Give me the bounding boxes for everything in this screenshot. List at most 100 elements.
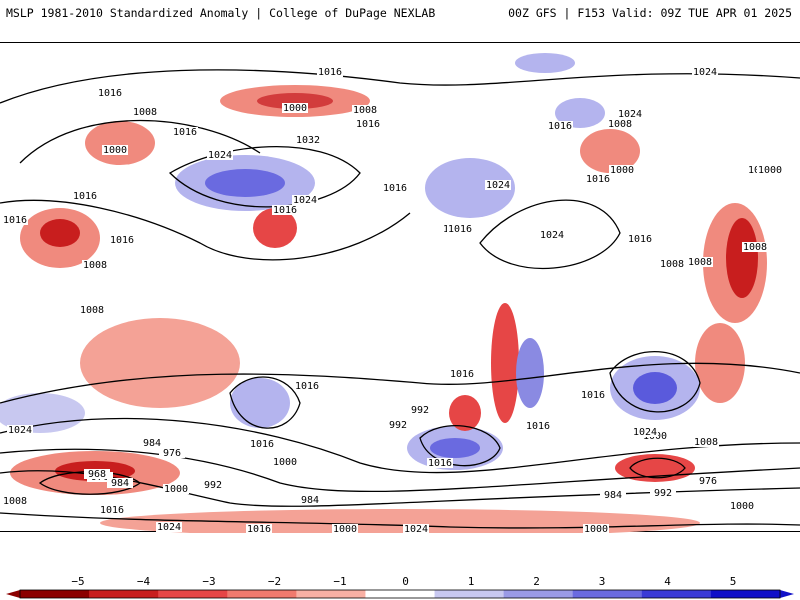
isobar <box>0 417 800 474</box>
isobar-label: 1016 <box>356 119 380 130</box>
isobar-label: 1008 <box>83 260 107 271</box>
anomaly-region <box>205 169 285 197</box>
isobar-label-bg <box>139 438 165 448</box>
isobar-label: 1008 <box>743 242 767 253</box>
isobar-label: 1000 <box>584 524 608 533</box>
anomaly-region <box>85 121 155 165</box>
isobar-label: 1016 <box>586 174 610 185</box>
isobar-label: 1016 <box>100 505 124 516</box>
colorbar-tick-label: −4 <box>137 575 151 588</box>
isobar-label-bg <box>107 478 133 488</box>
colorbar-tick-label: −3 <box>202 575 215 588</box>
isobar-label: 1000 <box>164 484 188 495</box>
isobar-label-bg <box>272 205 298 215</box>
isobar <box>0 448 800 493</box>
isobar-label-bg <box>2 215 28 225</box>
colorbar-band <box>365 590 436 598</box>
isobar-label: 1016 <box>73 191 97 202</box>
colorbar-tick-label: 3 <box>599 575 606 588</box>
isobar-label-bg <box>132 107 158 117</box>
isobar-label: 1024 <box>633 427 657 438</box>
isobar-label-bg <box>2 496 28 506</box>
isobar-label-bg <box>427 458 453 468</box>
anomaly-region <box>516 338 544 408</box>
anomaly-region <box>726 218 758 298</box>
isobar-label-bg <box>729 501 755 511</box>
isobar-label: 1024 <box>693 67 717 78</box>
isobar-label-bg <box>317 67 343 77</box>
isobar-label-bg <box>292 195 318 205</box>
colorbar-tick-label: 4 <box>664 575 671 588</box>
anomaly-region <box>425 158 515 218</box>
isobar-label: 1000 <box>283 103 307 114</box>
isobar-label-bg <box>109 235 135 245</box>
colorbar-band <box>296 590 366 598</box>
isobar-label: 992 <box>389 420 407 431</box>
isobar-label: 1000 <box>333 524 357 533</box>
colorbar-tick-label: −2 <box>268 575 281 588</box>
isobar-label-bg <box>295 135 321 145</box>
colorbar-band <box>158 590 228 598</box>
isobar-label: 1008 <box>3 496 27 507</box>
isobar <box>629 457 686 479</box>
isobar-label: 1024 <box>404 524 428 533</box>
isobar-label-bg <box>385 420 411 430</box>
isobar-label: 1016 <box>581 390 605 401</box>
isobar-label-bg <box>695 476 721 486</box>
isobar <box>479 199 621 270</box>
anomaly-region <box>40 219 80 247</box>
isobar-label: 1008 <box>688 257 712 268</box>
isobar-label: 1016 <box>318 67 342 78</box>
isobar <box>0 512 800 529</box>
colorbar-tick-label: −5 <box>71 575 84 588</box>
isobar-label-bg <box>99 505 125 515</box>
isobar-label: 1016 <box>548 121 572 132</box>
isobar-label: 992 <box>411 405 429 416</box>
colorbar-band <box>710 590 781 598</box>
isobar-label-bg <box>207 150 233 160</box>
isobar-label-bg <box>403 524 429 533</box>
isobar-label-bg <box>172 127 198 137</box>
isobar-label: 1016 <box>273 205 297 216</box>
isobar <box>0 69 800 104</box>
isobar-label: 968 <box>88 469 106 480</box>
anomaly-shading <box>0 53 767 533</box>
isobar-label-bg <box>525 421 551 431</box>
colorbar-outline <box>19 589 781 599</box>
isobar-label-bg <box>485 180 511 190</box>
isobar-label-bg <box>580 390 606 400</box>
isobar-label: 1016 <box>628 234 652 245</box>
isobar <box>0 362 800 404</box>
isobar-label: 1024 <box>293 195 317 206</box>
isobar-label: 1008 <box>694 437 718 448</box>
anomaly-region <box>430 438 480 458</box>
isobar-label-bg <box>583 524 609 533</box>
anomaly-region <box>633 372 677 404</box>
anomaly-region <box>695 323 745 403</box>
isobar-label: 1000 <box>758 165 782 176</box>
isobar-label-bg <box>72 191 98 201</box>
isobar-label-bg <box>297 495 323 505</box>
isobar-label-bg <box>246 524 272 533</box>
isobar <box>0 199 411 261</box>
isobar-label: 1016 <box>98 88 122 99</box>
isobar-label: 1008 <box>133 107 157 118</box>
isobar-label-bg <box>84 469 110 479</box>
isobar-label: 1016 <box>450 369 474 380</box>
isobar-label: 1016 <box>295 381 319 392</box>
isobar-label-bg <box>82 260 108 270</box>
isobar-label: 1008 <box>353 105 377 116</box>
anomaly-region <box>555 98 605 128</box>
isobar-label-bg <box>102 145 128 155</box>
isobar-label-bg <box>352 105 378 115</box>
isobar-label: 1016 <box>383 183 407 194</box>
colorbar-svg: −5 −4 −3 −2 −1 0 1 2 3 4 5 <box>6 575 794 599</box>
isobar-label: 976 <box>163 448 181 459</box>
isobar-label-bg <box>617 109 643 119</box>
colorbar: −5 −4 −3 −2 −1 0 1 2 3 4 5 <box>0 570 800 600</box>
isobar-label: 1000 <box>273 457 297 468</box>
colorbar-band <box>572 590 643 598</box>
isobar-label-bg <box>159 448 185 458</box>
